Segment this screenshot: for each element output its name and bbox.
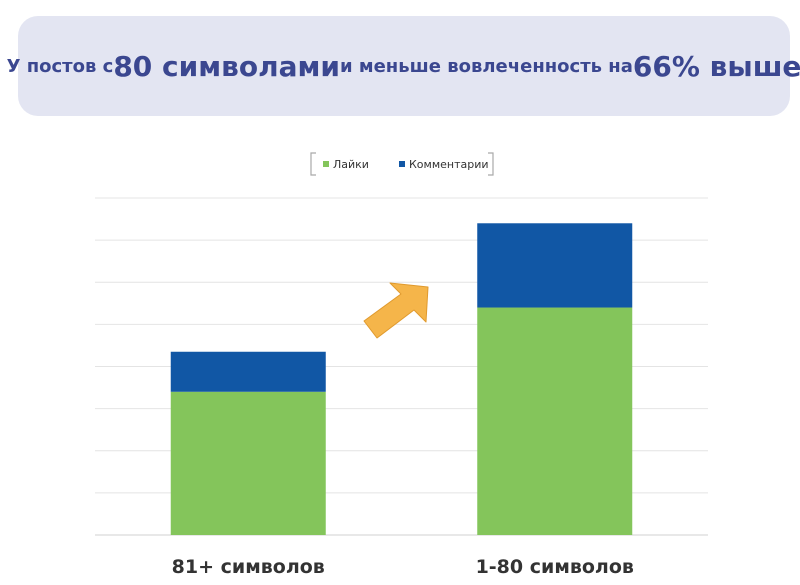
legend-bracket-left bbox=[310, 152, 316, 176]
headline-part-2: 80 символами bbox=[113, 49, 340, 83]
x-tick-label: 81+ символов bbox=[172, 556, 325, 578]
headline-part-4: 66% выше bbox=[632, 49, 800, 83]
headline-part-1: У постов с bbox=[6, 55, 114, 77]
legend-label: Комментарии bbox=[409, 158, 489, 171]
headline-banner: У постов с 80 символами и меньше вовлече… bbox=[7, 16, 800, 116]
legend-label: Лайки bbox=[333, 158, 369, 171]
bar-segment-likes bbox=[477, 307, 633, 535]
legend-swatch bbox=[323, 161, 329, 167]
legend: Лайки Комментарии bbox=[310, 152, 494, 176]
headline-part-3: и меньше вовлеченность на bbox=[340, 55, 633, 77]
bar-segment-comments bbox=[170, 351, 326, 392]
bar-segment-comments bbox=[477, 223, 633, 308]
x-tick-label: 1-80 символов bbox=[476, 556, 634, 578]
x-axis-labels: 81+ символов 1-80 символов bbox=[172, 556, 634, 578]
stacked-bar-chart: Лайки Комментарии 81+ символов 1-80 символ… bbox=[95, 152, 708, 578]
bars bbox=[170, 223, 633, 535]
legend-swatch bbox=[399, 161, 405, 167]
legend-bracket-right bbox=[488, 152, 494, 176]
bar-segment-likes bbox=[170, 391, 326, 535]
up-right-arrow-icon bbox=[363, 282, 429, 339]
